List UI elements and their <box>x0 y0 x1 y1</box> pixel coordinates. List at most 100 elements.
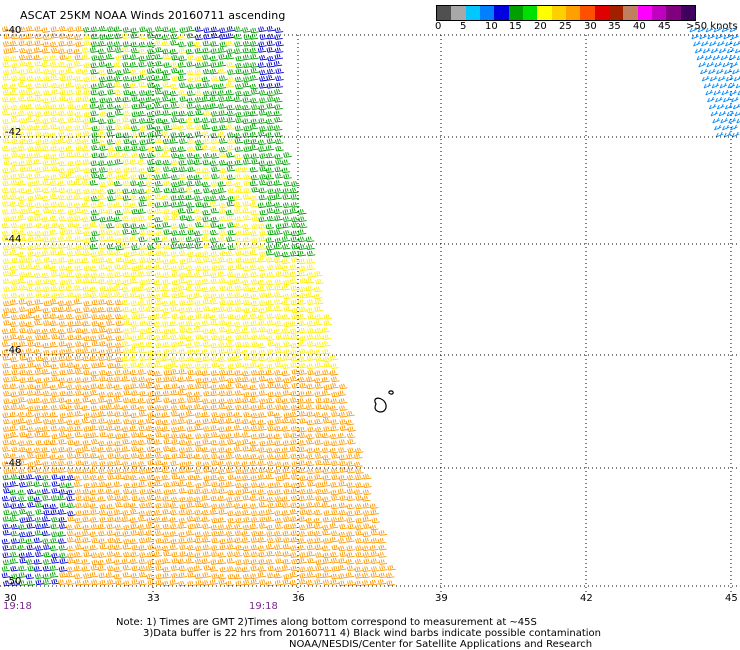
wind-barb <box>226 251 234 256</box>
wind-barb <box>227 175 235 180</box>
wind-barb <box>68 209 76 214</box>
wind-barb <box>340 467 348 472</box>
wind-barb <box>236 490 244 495</box>
wind-barb <box>211 279 219 284</box>
wind-barb <box>234 425 242 430</box>
wind-barb <box>243 483 251 488</box>
wind-barb <box>115 159 123 164</box>
wind-barb <box>138 420 146 425</box>
wind-barb <box>251 301 259 306</box>
wind-barb <box>195 237 203 242</box>
wind-barb <box>27 231 35 236</box>
wind-barb <box>83 159 91 164</box>
wind-barb <box>339 455 347 460</box>
wind-barb <box>35 231 43 236</box>
wind-barb <box>299 328 307 333</box>
wind-barb <box>202 279 210 284</box>
wind-barb <box>250 48 258 53</box>
wind-barb <box>219 195 227 200</box>
wind-barb <box>18 215 26 220</box>
wind-barb <box>290 572 298 577</box>
wind-barb <box>172 573 180 578</box>
wind-barb <box>314 350 322 355</box>
wind-barb <box>730 90 737 95</box>
wind-barb <box>83 468 91 473</box>
wind-barb <box>219 265 227 270</box>
wind-barb <box>259 195 267 200</box>
wind-barb <box>220 545 228 550</box>
wind-barb <box>267 490 275 495</box>
wind-barb <box>138 432 146 437</box>
wind-barb <box>188 370 196 375</box>
wind-barb <box>43 357 51 362</box>
wind-barb <box>99 26 107 31</box>
wind-barb <box>211 488 219 493</box>
wind-barb <box>83 96 91 101</box>
wind-barb <box>115 468 123 473</box>
wind-barb <box>74 482 82 487</box>
wind-barb <box>306 391 314 396</box>
wind-barb <box>178 341 186 346</box>
lon-label: 36 <box>292 593 305 604</box>
wind-barb <box>211 222 219 227</box>
wind-barb <box>251 257 259 262</box>
wind-barb <box>323 349 331 354</box>
wind-barb <box>116 336 124 341</box>
wind-barb <box>275 280 283 285</box>
wind-barb <box>330 448 338 453</box>
wind-barb <box>68 335 76 340</box>
wind-barb <box>11 167 19 172</box>
wind-barb <box>370 545 378 550</box>
wind-barb <box>172 439 180 444</box>
wind-barb <box>99 70 107 75</box>
wind-barb <box>130 539 138 544</box>
wind-barb <box>107 258 115 263</box>
wind-barb <box>139 224 147 229</box>
wind-barb <box>332 475 340 480</box>
wind-barb <box>68 292 76 297</box>
wind-barb <box>211 320 219 325</box>
wind-barb <box>323 558 331 563</box>
wind-barb <box>139 244 147 249</box>
wind-barb <box>91 76 99 81</box>
wind-barb <box>107 112 115 117</box>
wind-barb <box>330 434 338 439</box>
wind-barb <box>363 510 371 515</box>
wind-barb <box>300 418 308 423</box>
wind-barb <box>219 476 227 481</box>
wind-barb <box>203 41 211 46</box>
wind-barb <box>123 223 131 228</box>
wind-barb <box>243 405 251 410</box>
wind-barb <box>274 573 282 578</box>
wind-barb <box>19 161 27 166</box>
wind-barb <box>26 104 34 109</box>
wind-barb <box>203 531 211 536</box>
wind-barb <box>74 559 82 564</box>
wind-barb <box>44 175 52 180</box>
wind-barb <box>170 321 178 326</box>
wind-barb <box>51 250 59 255</box>
wind-barb <box>194 175 202 180</box>
wind-barb <box>106 335 114 340</box>
wind-barb <box>114 152 122 157</box>
wind-barb <box>219 440 227 445</box>
wind-barb <box>11 474 19 479</box>
wind-barb <box>251 272 259 277</box>
wind-barb <box>226 41 234 46</box>
wind-barb <box>275 342 283 347</box>
wind-barb <box>76 341 84 346</box>
wind-barb <box>704 83 711 88</box>
wind-barb <box>187 266 195 271</box>
wind-barb <box>139 168 147 173</box>
wind-barb <box>250 314 258 319</box>
lat-lon-grid <box>0 35 740 593</box>
wind-barb <box>203 168 211 173</box>
wind-barb <box>67 391 75 396</box>
wind-barb <box>179 111 187 116</box>
wind-barb <box>131 33 139 38</box>
wind-barb <box>68 468 76 473</box>
wind-barb <box>203 222 211 227</box>
wind-barb <box>131 301 139 306</box>
wind-barb <box>154 76 162 81</box>
wind-barb <box>347 531 355 536</box>
